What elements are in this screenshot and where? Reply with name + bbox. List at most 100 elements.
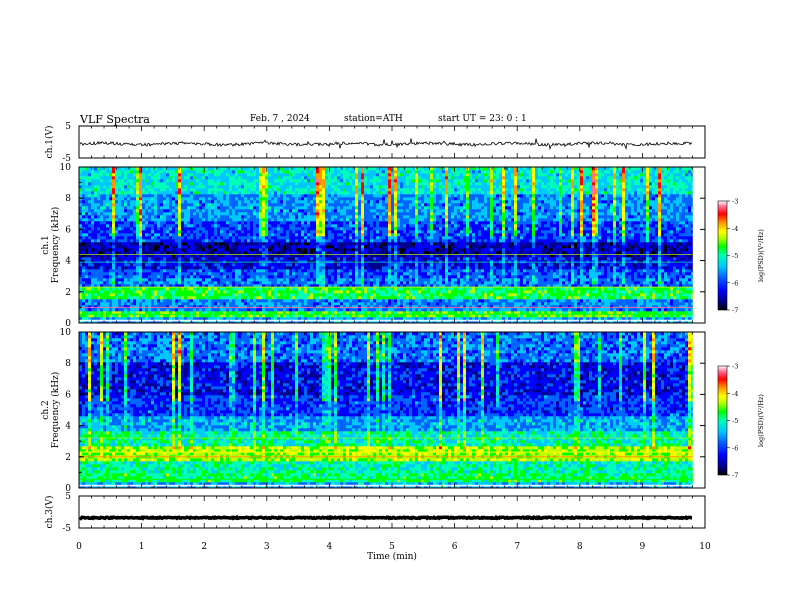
spectrogram-cell: [178, 215, 182, 219]
spectrogram-cell: [88, 251, 92, 255]
spectrogram-cell: [346, 176, 350, 180]
spectrogram-cell: [214, 230, 218, 234]
spectrogram-cell: [94, 182, 98, 186]
spectrogram-cell: [169, 311, 173, 315]
spectrogram-cell: [301, 215, 305, 219]
spectrogram-cell: [316, 194, 320, 198]
spectrogram-cell: [232, 278, 236, 282]
spectrogram-cell: [127, 260, 131, 264]
spectrogram-cell: [97, 287, 101, 291]
spectrogram-cell: [328, 269, 332, 273]
spectrogram-cell: [256, 218, 260, 222]
spectrogram-cell: [145, 248, 149, 252]
spectrogram-cell: [82, 254, 86, 258]
spectrogram-cell: [214, 176, 218, 180]
spectrogram-cell: [343, 263, 347, 267]
spectrogram-cell: [238, 305, 242, 309]
spectrogram-cell: [238, 203, 242, 207]
spectrogram-cell: [166, 221, 170, 225]
spectrogram-cell: [175, 224, 179, 228]
spectrogram-cell: [346, 206, 350, 210]
spectrogram-cell: [208, 287, 212, 291]
spectrogram-cell: [133, 311, 137, 315]
spectrogram-cell: [139, 230, 143, 234]
spectrogram-cell: [112, 206, 116, 210]
spectrogram-cell: [238, 200, 242, 204]
spectrogram-cell: [343, 236, 347, 240]
spectrogram-cell: [271, 206, 275, 210]
spectrogram-cell: [82, 275, 86, 279]
spectrogram-cell: [310, 185, 314, 189]
spectrogram-cell: [322, 311, 326, 315]
spectrogram-cell: [295, 200, 299, 204]
spectrogram-cell: [154, 200, 158, 204]
spectrogram-cell: [178, 290, 182, 294]
spectrogram-cell: [310, 320, 314, 324]
spectrogram-cell: [277, 287, 281, 291]
spectrogram-cell: [157, 272, 161, 276]
spectrogram-cell: [178, 311, 182, 315]
spectrogram-cell: [139, 296, 143, 300]
spectrogram-cell: [334, 293, 338, 297]
spectrogram-cell: [193, 227, 197, 231]
spectrogram-cell: [247, 281, 251, 285]
spectrogram-cell: [157, 296, 161, 300]
spectrogram-cell: [235, 275, 239, 279]
spectrogram-cell: [169, 233, 173, 237]
spectrogram-cell: [139, 308, 143, 312]
spectrogram-cell: [337, 290, 341, 294]
spectrogram-cell: [154, 179, 158, 183]
spectrogram-cell: [85, 278, 89, 282]
spectrogram-cell: [259, 182, 263, 186]
spectrogram-cell: [214, 284, 218, 288]
spectrogram-cell: [256, 203, 260, 207]
spectrogram-cell: [262, 170, 266, 174]
spectrogram-cell: [214, 194, 218, 198]
spectrogram-cell: [211, 179, 215, 183]
spectrogram-cell: [109, 230, 113, 234]
spectrogram-cell: [331, 314, 335, 318]
spectrogram-cell: [175, 296, 179, 300]
spectrogram-cell: [199, 278, 203, 282]
spectrogram-cell: [184, 245, 188, 249]
spectrogram-cell: [286, 206, 290, 210]
spectrogram-cell: [256, 266, 260, 270]
spectrogram-cell: [292, 293, 296, 297]
spectrogram-cell: [241, 266, 245, 270]
spectrogram-cell: [127, 314, 131, 318]
spectrogram-cell: [286, 173, 290, 177]
spectrogram-cell: [139, 233, 143, 237]
spectrogram-cell: [112, 239, 116, 243]
spectrogram-cell: [196, 215, 200, 219]
spectrogram-cell: [97, 290, 101, 294]
spectrogram-cell: [241, 191, 245, 195]
spectrogram-cell: [172, 320, 176, 324]
spectrogram-cell: [226, 203, 230, 207]
spectrogram-cell: [184, 278, 188, 282]
spectrogram-cell: [142, 209, 146, 213]
spectrogram-cell: [325, 227, 329, 231]
spectrogram-cell: [151, 242, 155, 246]
spectrogram-cell: [343, 182, 347, 186]
spectrogram-cell: [103, 167, 107, 171]
spectrogram-cell: [325, 263, 329, 267]
spectrogram-cell: [331, 206, 335, 210]
spectrogram-cell: [160, 284, 164, 288]
spectrogram-cell: [289, 314, 293, 318]
spectrogram-cell: [223, 305, 227, 309]
spectrogram-cell: [100, 299, 104, 303]
spectrogram-cell: [283, 212, 287, 216]
spectrogram-cell: [229, 185, 233, 189]
spectrogram-cell: [193, 173, 197, 177]
spectrogram-cell: [244, 275, 248, 279]
spectrogram-cell: [193, 254, 197, 258]
spectrogram-cell: [253, 221, 257, 225]
spectrogram-cell: [196, 239, 200, 243]
spectrogram-cell: [184, 203, 188, 207]
spectrogram-cell: [160, 287, 164, 291]
spectrogram-cell: [79, 320, 83, 324]
spectrogram-cell: [301, 302, 305, 306]
spectrogram-cell: [355, 281, 359, 285]
spectrogram-cell: [163, 239, 167, 243]
spectrogram-cell: [271, 293, 275, 297]
